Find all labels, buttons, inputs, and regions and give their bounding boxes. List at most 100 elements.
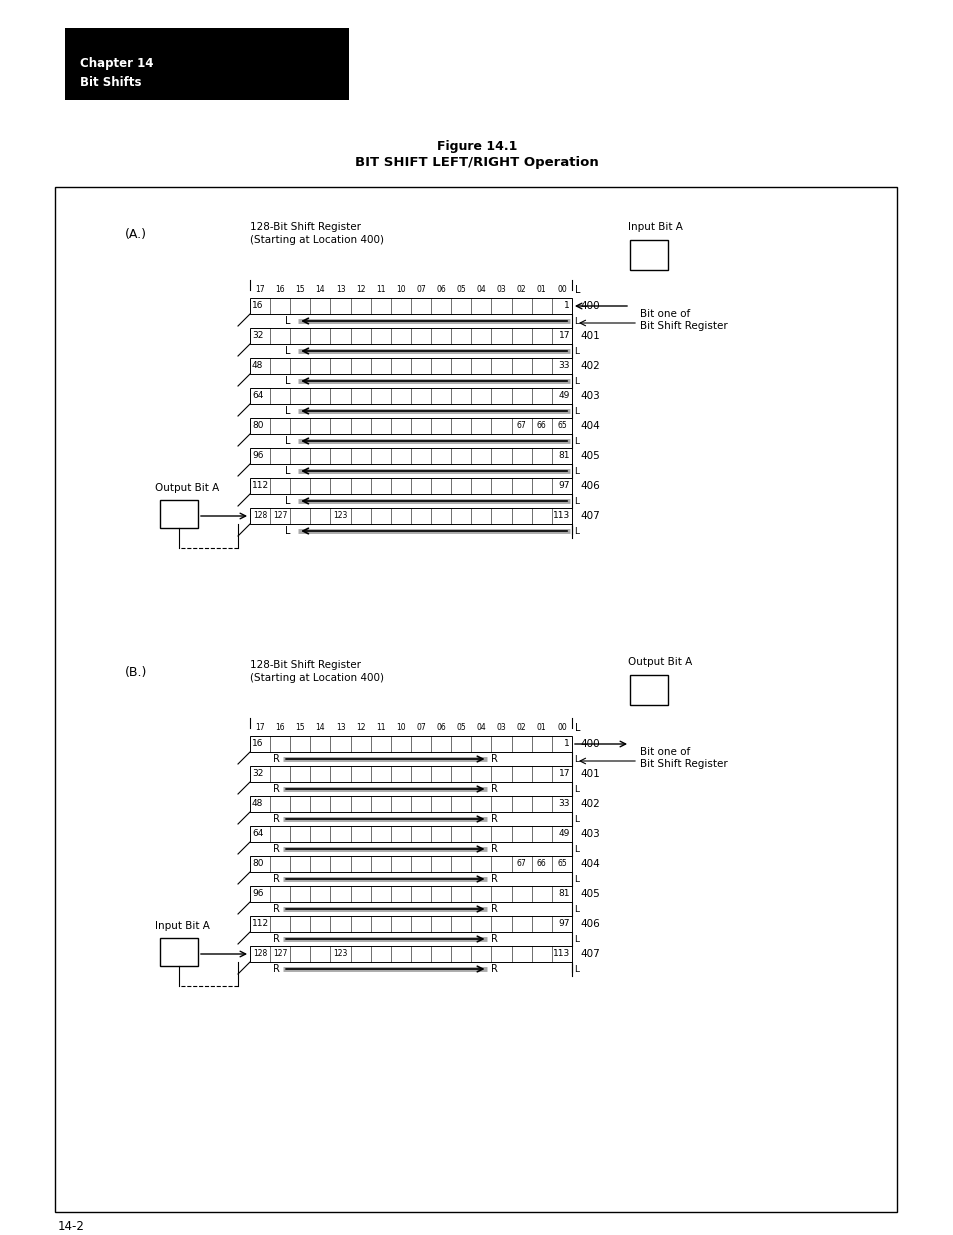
Text: 127: 127	[273, 950, 287, 958]
Text: 33: 33	[558, 799, 569, 809]
Text: 112: 112	[252, 482, 269, 490]
Text: 00: 00	[557, 285, 566, 294]
Text: 16: 16	[275, 285, 285, 294]
Text: L: L	[284, 436, 290, 446]
Text: 01: 01	[537, 724, 546, 732]
Text: 67: 67	[517, 421, 526, 431]
Bar	[250, 388, 572, 404]
Text: R: R	[273, 784, 279, 794]
Text: L: L	[284, 346, 290, 356]
Text: L: L	[574, 377, 578, 385]
Bar	[250, 797, 572, 811]
Text: 32: 32	[252, 331, 263, 341]
Text: 49: 49	[558, 391, 569, 400]
Text: 66: 66	[537, 860, 546, 868]
Text: Bit Shift Register: Bit Shift Register	[639, 321, 727, 331]
Bar	[250, 946, 572, 962]
Text: L: L	[574, 755, 578, 763]
Text: 01: 01	[537, 285, 546, 294]
Text: L: L	[284, 375, 290, 387]
Text: R: R	[273, 814, 279, 824]
Text: (B.): (B.)	[125, 666, 147, 679]
Text: 66: 66	[537, 421, 546, 431]
Text: 14-2: 14-2	[58, 1220, 85, 1233]
Text: 16: 16	[275, 724, 285, 732]
Text: R: R	[491, 755, 497, 764]
Bar	[250, 826, 572, 842]
Text: (A.): (A.)	[125, 228, 147, 241]
Text: L: L	[574, 815, 578, 824]
Text: R: R	[273, 965, 279, 974]
Text: 02: 02	[517, 724, 526, 732]
Text: R: R	[491, 844, 497, 853]
Text: 400: 400	[579, 739, 599, 748]
Text: 15: 15	[295, 285, 305, 294]
Text: 81: 81	[558, 889, 569, 899]
Text: 67: 67	[517, 860, 526, 868]
Text: 80: 80	[252, 421, 263, 431]
Text: 400: 400	[579, 301, 599, 311]
Text: 123: 123	[333, 950, 348, 958]
Text: 404: 404	[579, 860, 599, 869]
Text: 32: 32	[252, 769, 263, 778]
Text: 1: 1	[563, 740, 569, 748]
Text: 64: 64	[252, 830, 263, 839]
Text: L: L	[574, 526, 578, 536]
Text: 03: 03	[497, 724, 506, 732]
Text: 10: 10	[395, 724, 405, 732]
Text: R: R	[491, 874, 497, 884]
Text: 1: 1	[563, 301, 569, 310]
Text: Bit Shifts: Bit Shifts	[80, 75, 141, 89]
Text: 401: 401	[579, 769, 599, 779]
Bar	[250, 766, 572, 782]
Text: L: L	[575, 722, 579, 734]
Text: 406: 406	[579, 480, 599, 492]
Text: 405: 405	[579, 889, 599, 899]
Text: 13: 13	[335, 724, 345, 732]
Text: (Starting at Location 400): (Starting at Location 400)	[250, 235, 384, 245]
Text: L: L	[284, 466, 290, 475]
Text: 16: 16	[252, 740, 263, 748]
Text: 65: 65	[557, 421, 566, 431]
Text: 401: 401	[579, 331, 599, 341]
Text: L: L	[574, 874, 578, 883]
Text: Input Bit A: Input Bit A	[627, 222, 682, 232]
Text: R: R	[491, 965, 497, 974]
Text: 113: 113	[552, 950, 569, 958]
Text: 02: 02	[517, 285, 526, 294]
Bar	[160, 939, 198, 966]
Text: 81: 81	[558, 452, 569, 461]
Text: L: L	[574, 845, 578, 853]
Text: 07: 07	[416, 724, 425, 732]
Text: 04: 04	[476, 285, 486, 294]
Text: 128-Bit Shift Register: 128-Bit Shift Register	[250, 659, 360, 671]
Text: 17: 17	[558, 331, 569, 341]
Text: 11: 11	[375, 724, 385, 732]
Text: 07: 07	[416, 285, 425, 294]
Text: L: L	[574, 935, 578, 944]
Bar	[250, 508, 572, 524]
Text: 123: 123	[333, 511, 348, 520]
Text: 06: 06	[436, 285, 446, 294]
Bar	[250, 448, 572, 464]
Text: 403: 403	[579, 391, 599, 401]
Text: 112: 112	[252, 920, 269, 929]
Text: BIT SHIFT LEFT/RIGHT Operation: BIT SHIFT LEFT/RIGHT Operation	[355, 156, 598, 169]
Text: 33: 33	[558, 362, 569, 370]
Text: 402: 402	[579, 361, 599, 370]
Bar	[629, 240, 667, 270]
Text: R: R	[273, 755, 279, 764]
Bar	[250, 856, 572, 872]
Text: L: L	[574, 347, 578, 356]
Text: L: L	[574, 784, 578, 794]
Text: 97: 97	[558, 920, 569, 929]
Text: 64: 64	[252, 391, 263, 400]
Bar	[250, 298, 572, 314]
Text: 48: 48	[252, 362, 263, 370]
Text: R: R	[273, 934, 279, 944]
Text: L: L	[284, 406, 290, 416]
Text: 06: 06	[436, 724, 446, 732]
Text: 48: 48	[252, 799, 263, 809]
Bar	[250, 916, 572, 932]
Text: 407: 407	[579, 948, 599, 960]
